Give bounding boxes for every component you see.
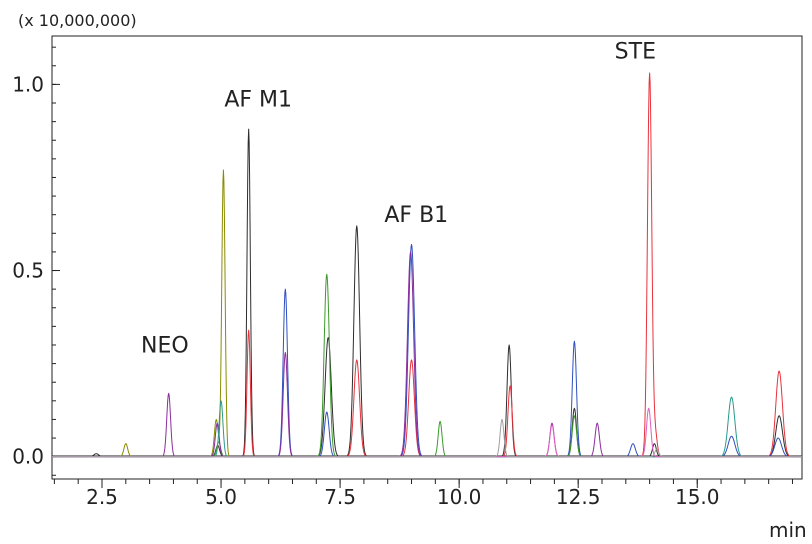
y-multiplier-label: (x 10,000,000) <box>18 11 137 30</box>
y-axis: 0.0 0.5 1.0 <box>12 46 60 476</box>
y-tick-label: 1.0 <box>12 72 44 96</box>
trace-line-5 <box>51 273 803 458</box>
peak-label: STE <box>615 39 656 64</box>
y-tick-label: 0.5 <box>12 259 44 283</box>
x-axis-label: min <box>769 518 807 542</box>
plot-frame <box>51 35 803 480</box>
chromatogram-traces <box>51 72 803 458</box>
trace-line-3 <box>51 72 803 458</box>
x-tick-label: 15.0 <box>675 485 720 509</box>
trace-line-1 <box>51 128 803 458</box>
x-tick-label: 12.5 <box>556 485 601 509</box>
y-tick-label: 0.0 <box>12 445 44 469</box>
x-tick-label: 10.0 <box>437 485 482 509</box>
x-axis: 2.5 5.0 7.5 10.0 12.5 15.0 <box>53 479 793 509</box>
x-tick-label: 5.0 <box>205 485 237 509</box>
peak-label: AF M1 <box>224 88 292 113</box>
peak-label: AF B1 <box>384 203 448 228</box>
trace-line-9 <box>51 418 803 458</box>
peak-label: NEO <box>141 333 189 358</box>
x-tick-label: 2.5 <box>86 485 118 509</box>
x-tick-label: 7.5 <box>324 485 356 509</box>
peak-annotations: NEO AF M1 AF B1 STE <box>141 39 656 358</box>
